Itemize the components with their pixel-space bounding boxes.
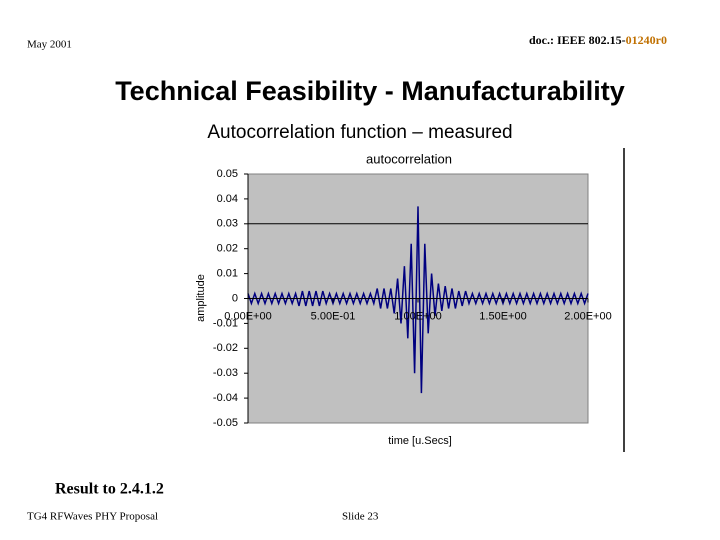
date: May 2001 [27, 39, 72, 51]
y-tick-label: -0.03 [213, 367, 238, 379]
y-tick-label: -0.02 [213, 342, 238, 354]
slide-title: Technical Feasibility - Manufacturabilit… [115, 76, 625, 106]
x-tick-label: 0.00E+00 [224, 310, 271, 322]
y-tick-label: 0.03 [217, 218, 238, 230]
y-tick-label: 0.05 [217, 168, 238, 180]
footer-left: TG4 RFWaves PHY Proposal [27, 511, 158, 523]
doc-number: doc.: IEEE 802.15-01240r0 [529, 33, 667, 47]
y-tick-label: -0.01 [213, 317, 238, 329]
signal-line [247, 206, 589, 394]
doc-prefix: doc.: IEEE 802.15- [529, 33, 626, 47]
y-axis-label: amplitude [195, 274, 207, 322]
x-tick-label: 1.00E+00 [394, 310, 441, 322]
doc-suffix: 01240r0 [626, 33, 667, 47]
y-tick-label: 0.02 [217, 243, 238, 255]
slide-subtitle: Autocorrelation function – measured [207, 122, 512, 143]
y-tick-label: -0.04 [213, 392, 238, 404]
y-tick-label: -0.05 [213, 417, 238, 429]
x-tick-label: 1.50E+00 [479, 310, 526, 322]
body-text: Result to 2.4.1.2 [55, 481, 164, 498]
x-tick-label: 2.00E+00 [564, 310, 611, 322]
y-tick-label: 0 [232, 292, 238, 304]
x-tick-label: 5.00E-01 [311, 310, 356, 322]
footer-center: Slide 23 [342, 511, 379, 523]
chart-title: autocorrelation [366, 151, 452, 166]
y-tick-label: 0.04 [217, 193, 238, 205]
y-tick-label: 0.01 [217, 268, 238, 280]
x-axis-label: time [u.Secs] [388, 435, 452, 447]
